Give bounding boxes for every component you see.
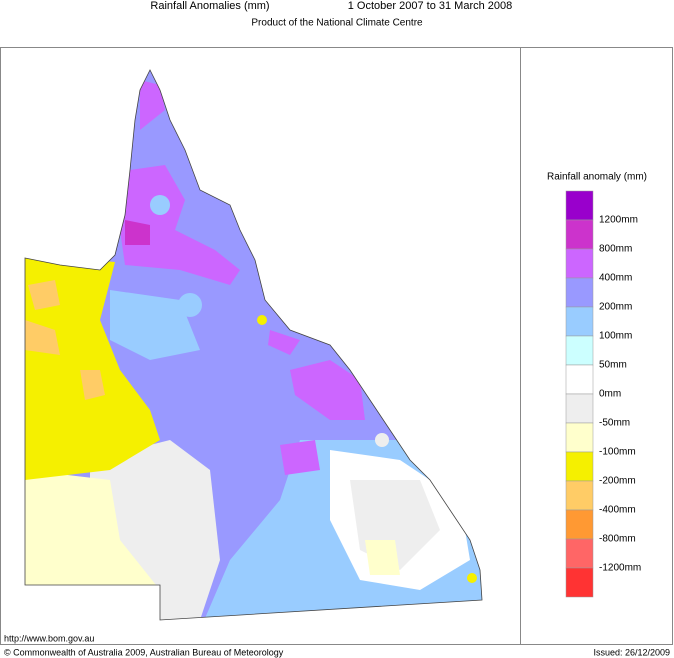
legend-label: -1200mm [599, 563, 641, 574]
legend-label: 400mm [599, 273, 632, 284]
legend-swatch [565, 364, 594, 395]
legend-swatch [565, 248, 594, 279]
legend-label: 1200mm [599, 215, 638, 226]
map-subtitle: Product of the National Climate Centre [251, 18, 423, 29]
legend-swatch [565, 306, 594, 337]
legend-swatch [565, 567, 594, 598]
legend-label: -100mm [599, 447, 636, 458]
legend-label: 200mm [599, 302, 632, 313]
legend-swatch [565, 393, 594, 424]
map-period: 1 October 2007 to 31 March 2008 [348, 0, 513, 12]
footer-url: http://www.bom.gov.au [4, 633, 94, 643]
legend-swatch [565, 538, 594, 569]
legend-swatch [565, 190, 594, 221]
legend-label: -50mm [599, 418, 630, 429]
legend-swatch [565, 277, 594, 308]
legend-swatch [565, 451, 594, 482]
legend-label: 100mm [599, 331, 632, 342]
state-outline [24, 69, 483, 621]
legend-title: Rainfall anomaly (mm) [547, 172, 647, 183]
legend-label: -800mm [599, 534, 636, 545]
legend-swatch [565, 219, 594, 250]
legend-label: 800mm [599, 244, 632, 255]
footer-issued: Issued: 26/12/2009 [593, 647, 670, 657]
legend: 1200mm 800mm 400mm 200mm 100mm 50mm 0mm -50mm -1… [565, 190, 641, 598]
legend-label: -400mm [599, 505, 636, 516]
map [25, 70, 482, 620]
legend-swatch [565, 422, 594, 453]
legend-label: -200mm [599, 476, 636, 487]
legend-swatch [565, 509, 594, 540]
map-title: Rainfall Anomalies (mm) [150, 0, 269, 12]
legend-swatch [565, 480, 594, 511]
footer-copyright: © Commonwealth of Australia 2009, Austra… [4, 647, 284, 657]
legend-label: 0mm [599, 389, 621, 400]
legend-swatch [565, 335, 594, 366]
legend-label: 50mm [599, 360, 627, 371]
frame [0, 47, 673, 645]
